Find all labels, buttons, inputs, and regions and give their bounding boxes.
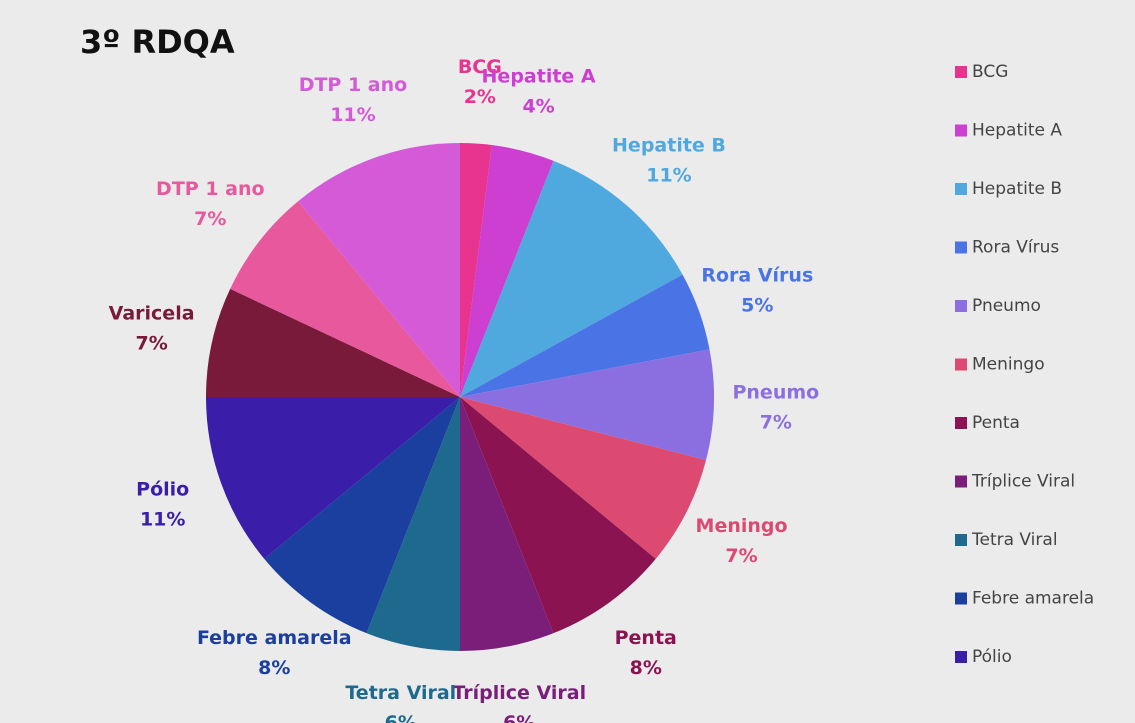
pie-slice — [206, 288, 460, 397]
pie-slice — [460, 143, 492, 397]
slice-value-label: 5% — [741, 294, 773, 316]
pie-slice — [366, 397, 460, 651]
slice-label: Tetra Viral — [345, 682, 456, 704]
slice-value-label: 4% — [522, 95, 554, 117]
slice-value-label: 11% — [140, 509, 185, 531]
legend-swatch — [955, 475, 967, 488]
legend-swatch — [955, 417, 967, 429]
legend-label: Tríplice Viral — [971, 472, 1075, 492]
slice-value-label: 7% — [194, 208, 226, 230]
pie-slice — [460, 349, 714, 461]
legend-swatch — [955, 183, 967, 195]
slice-value-label: 7% — [760, 411, 792, 433]
legend-label: Meningo — [972, 355, 1045, 375]
slice-value-label: 6% — [503, 712, 535, 723]
slice-value-label: 8% — [630, 657, 662, 679]
legend-label: Hepatite A — [972, 121, 1062, 141]
legend-swatch — [955, 358, 967, 371]
legend-label: Rora Vírus — [972, 238, 1059, 258]
slice-label: Pneumo — [732, 381, 819, 403]
legend-swatch — [955, 534, 967, 546]
slice-label: Pólio — [136, 479, 189, 501]
slice-label: BCG — [458, 56, 502, 78]
pie-slice — [460, 145, 554, 397]
slice-label: Penta — [615, 627, 677, 649]
pie-slice — [460, 397, 707, 559]
pie-slice — [264, 397, 460, 634]
slice-label: Meningo — [696, 515, 788, 537]
slice-label: Febre amarela — [197, 627, 352, 649]
slice-label: DTP 1 ano — [299, 74, 408, 96]
pie-slice — [206, 397, 460, 559]
legend-label: Febre amarela — [972, 589, 1094, 609]
pie-slice — [298, 143, 460, 397]
pie-slice — [460, 397, 656, 634]
legend-swatch — [955, 66, 967, 78]
pie-slice — [460, 397, 554, 651]
slice-value-label: 7% — [725, 545, 757, 567]
legend-label: BCG — [972, 62, 1008, 82]
slice-label: Tríplice Viral — [452, 682, 586, 704]
slice-label: Hepatite B — [612, 134, 726, 156]
slice-label: Varicela — [109, 303, 195, 325]
legend-label: Hepatite B — [972, 179, 1062, 199]
legend-label: Penta — [972, 413, 1020, 433]
legend-swatch — [955, 124, 967, 137]
legend-swatch — [955, 651, 967, 663]
slice-value-label: 11% — [646, 164, 691, 186]
slice-value-label: 8% — [258, 657, 290, 679]
pie-slice — [460, 160, 683, 397]
legend-label: Pólio — [972, 647, 1012, 667]
slice-value-label: 6% — [385, 712, 417, 723]
legend-swatch — [955, 300, 967, 312]
pie-slice — [230, 201, 460, 397]
chart-title: 3º RDQA — [80, 23, 235, 61]
slice-label: Rora Vírus — [701, 264, 813, 286]
slice-label: Hepatite A — [482, 65, 596, 87]
slice-value-label: 7% — [135, 333, 167, 355]
legend-swatch — [955, 592, 967, 605]
slice-value-label: 2% — [464, 86, 496, 108]
legend-label: Tetra Viral — [971, 530, 1058, 550]
slice-label: DTP 1 ano — [156, 178, 265, 200]
pie-slice — [460, 274, 710, 397]
legend-swatch — [955, 241, 967, 254]
slice-value-label: 11% — [330, 104, 375, 126]
legend-label: Pneumo — [972, 296, 1041, 316]
